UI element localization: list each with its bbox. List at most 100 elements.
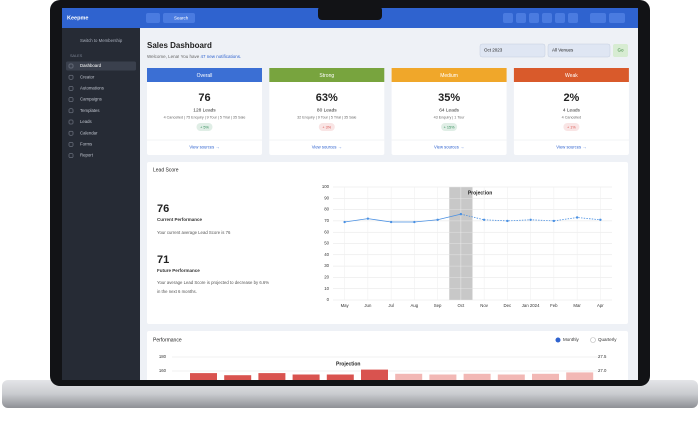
y-tick-label: 10 bbox=[324, 286, 329, 291]
series-point bbox=[366, 217, 370, 220]
card-title: Strong bbox=[319, 73, 334, 79]
notifications-link[interactable]: 47 new notifications. bbox=[200, 54, 241, 59]
score-card bbox=[269, 68, 385, 155]
sidebar-section: SALES bbox=[70, 54, 83, 58]
series-line bbox=[484, 217, 601, 222]
y-tick-label: 50 bbox=[324, 241, 329, 246]
series-point bbox=[436, 218, 439, 221]
sidebar-item[interactable]: Leads bbox=[80, 119, 92, 124]
x-tick-label: Jul bbox=[388, 303, 394, 308]
series-point bbox=[482, 218, 486, 221]
y-tick-label: 100 bbox=[322, 184, 330, 189]
y-tick-label: 60 bbox=[324, 229, 329, 234]
y-tick-label: 30 bbox=[324, 263, 329, 268]
x-tick-label: Feb bbox=[550, 303, 558, 308]
x-tick-label: Sep bbox=[434, 303, 442, 308]
sidebar-item[interactable]: Forms bbox=[80, 142, 92, 147]
card-link[interactable]: View sources → bbox=[434, 145, 464, 150]
series-point bbox=[389, 220, 393, 224]
y-tick-label: 180 bbox=[159, 354, 167, 359]
y-tick-label: 20 bbox=[324, 275, 329, 280]
card-value: 63% bbox=[316, 92, 338, 104]
lead-score-card bbox=[147, 162, 628, 324]
bar bbox=[292, 374, 320, 380]
sidebar-icon bbox=[68, 153, 74, 158]
series-point bbox=[413, 220, 416, 224]
current-text: Your current average Lead Score is 76 bbox=[157, 230, 231, 235]
logo: Keepme bbox=[67, 15, 88, 21]
score-card bbox=[147, 68, 262, 155]
card-link[interactable]: View sources → bbox=[556, 145, 586, 150]
x-tick-label: Dec bbox=[504, 303, 512, 308]
card-detail: 43 Enquiry | 1 Tour bbox=[434, 115, 466, 119]
month-select[interactable] bbox=[479, 43, 546, 58]
venue-select[interactable] bbox=[547, 43, 611, 58]
card-link[interactable]: View sources → bbox=[312, 145, 342, 150]
series-line bbox=[344, 213, 461, 223]
screen: Keepme Search Switch to Membership SALES… bbox=[62, 8, 638, 380]
sidebar-item[interactable]: Creator bbox=[80, 74, 95, 79]
radio-quarterly[interactable] bbox=[590, 337, 596, 343]
series-point bbox=[529, 218, 532, 221]
card-link[interactable]: View sources → bbox=[189, 145, 219, 150]
card-detail: 32 Enquiry | 9 Tour | 5 Trial | 35 Sale bbox=[297, 115, 356, 119]
card-badge bbox=[563, 123, 580, 131]
page-title: Sales Dashboard bbox=[147, 41, 212, 50]
radio-monthly[interactable] bbox=[555, 337, 561, 343]
performance-title: Performance bbox=[153, 337, 182, 343]
card-leads: 80 Leads bbox=[317, 107, 337, 113]
x-tick-label: Aug bbox=[411, 303, 419, 308]
x-tick-label: May bbox=[341, 303, 350, 308]
y-tick-label: 0 bbox=[327, 297, 330, 302]
menu-button[interactable] bbox=[146, 13, 160, 23]
y-tick-label: 160 bbox=[159, 368, 167, 373]
sidebar-item[interactable]: Campaigns bbox=[80, 97, 102, 102]
card-header bbox=[147, 68, 262, 82]
card-title: Weak bbox=[565, 73, 578, 79]
bar bbox=[258, 373, 286, 380]
sidebar-item[interactable]: Calendar bbox=[80, 130, 98, 135]
projection-label: Projection bbox=[468, 190, 492, 196]
bar bbox=[429, 374, 457, 380]
sidebar-item[interactable]: Automations bbox=[80, 86, 104, 91]
switch-link[interactable]: Switch to Membership bbox=[80, 38, 123, 43]
bar bbox=[190, 373, 217, 380]
sidebar-item[interactable]: Templates bbox=[80, 108, 100, 113]
card-badge-label: + 15% bbox=[444, 125, 455, 129]
sidebar bbox=[62, 28, 140, 380]
bar bbox=[532, 373, 559, 380]
sidebar-icon bbox=[68, 142, 74, 147]
series-point bbox=[506, 219, 509, 223]
bar bbox=[566, 372, 594, 380]
series-point bbox=[552, 219, 556, 223]
search-button[interactable] bbox=[163, 13, 195, 23]
sidebar-icon bbox=[68, 108, 74, 114]
future-label: Future Performance bbox=[157, 268, 200, 273]
bar bbox=[497, 374, 525, 380]
card-badge bbox=[318, 123, 335, 131]
y2-tick-label: 27.0 bbox=[598, 368, 607, 373]
y2-tick-label: 27.5 bbox=[598, 354, 607, 359]
card-leads: 128 Leads bbox=[193, 107, 216, 113]
bar bbox=[463, 373, 491, 380]
card-value: 76 bbox=[198, 92, 210, 104]
card-header bbox=[269, 68, 385, 82]
month-value: Oct 2023 bbox=[484, 48, 503, 53]
sidebar-icon bbox=[68, 63, 74, 69]
card-badge bbox=[196, 123, 213, 131]
card-value: 35% bbox=[438, 92, 460, 104]
y-tick-label: 80 bbox=[324, 207, 329, 212]
go-button[interactable] bbox=[613, 44, 628, 57]
future-text: Your average Lead Score is projected to … bbox=[157, 280, 269, 285]
sidebar-icon bbox=[68, 97, 74, 102]
score-card bbox=[513, 68, 629, 155]
sidebar-item[interactable]: Dashboard bbox=[80, 63, 102, 68]
bar bbox=[326, 374, 354, 380]
topbar-icons bbox=[503, 13, 625, 23]
current-label: Current Performance bbox=[157, 217, 203, 222]
sidebar-item[interactable]: Report bbox=[80, 153, 94, 158]
laptop-base bbox=[2, 380, 698, 408]
option-label: Monthly bbox=[563, 337, 580, 342]
sidebar-icon bbox=[68, 119, 74, 125]
